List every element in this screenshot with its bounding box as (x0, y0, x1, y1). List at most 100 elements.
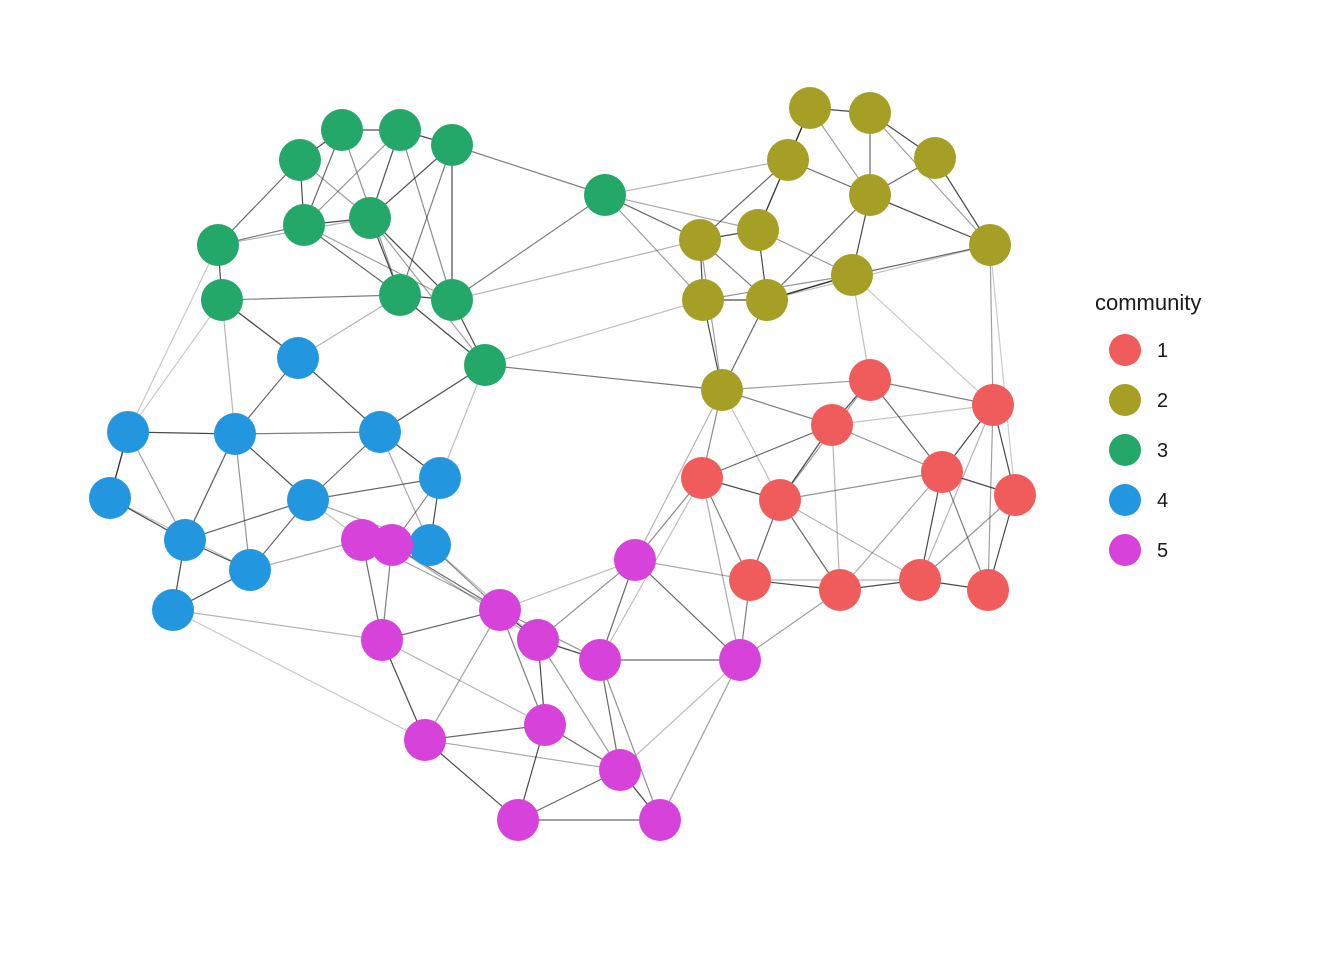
node (371, 524, 413, 566)
node (517, 619, 559, 661)
edge (832, 405, 993, 425)
node (969, 224, 1011, 266)
node (759, 479, 801, 521)
edge (173, 610, 382, 640)
node (921, 451, 963, 493)
edge (620, 660, 740, 770)
node (431, 279, 473, 321)
legend-swatch (1109, 434, 1141, 466)
legend-label: 4 (1157, 490, 1168, 512)
network-svg: community 1 2 3 4 5 (0, 0, 1344, 960)
node (497, 799, 539, 841)
edge (452, 145, 605, 195)
edges-layer (110, 108, 1015, 820)
node (614, 539, 656, 581)
node (831, 254, 873, 296)
node (789, 87, 831, 129)
edge (382, 640, 545, 725)
nodes-layer (89, 87, 1036, 841)
node (967, 569, 1009, 611)
node (849, 174, 891, 216)
edge (605, 195, 758, 230)
node (361, 619, 403, 661)
legend-label: 1 (1157, 340, 1168, 362)
node (729, 559, 771, 601)
node (639, 799, 681, 841)
edge (222, 295, 400, 300)
node (479, 589, 521, 631)
node (152, 589, 194, 631)
edge (600, 660, 660, 820)
node (579, 639, 621, 681)
node (89, 477, 131, 519)
node (201, 279, 243, 321)
node (464, 344, 506, 386)
node (359, 411, 401, 453)
node (972, 384, 1014, 426)
node (321, 109, 363, 151)
edge (722, 380, 870, 390)
edge (485, 365, 722, 390)
node (899, 559, 941, 601)
node (283, 204, 325, 246)
legend-title: community (1095, 290, 1201, 315)
node (277, 337, 319, 379)
edge (920, 405, 993, 580)
node (409, 524, 451, 566)
edge (485, 300, 703, 365)
legend-swatch (1109, 334, 1141, 366)
edge (128, 300, 222, 432)
legend-swatch (1109, 384, 1141, 416)
node (279, 139, 321, 181)
node (584, 174, 626, 216)
legend-label: 5 (1157, 540, 1168, 562)
node (737, 209, 779, 251)
edge (780, 500, 920, 580)
edge (832, 425, 840, 590)
node (679, 219, 721, 261)
legend-swatch (1109, 484, 1141, 516)
edge (425, 610, 500, 740)
edge (780, 472, 942, 500)
node (524, 704, 566, 746)
network-diagram: community 1 2 3 4 5 (0, 0, 1344, 960)
edge (128, 245, 218, 432)
node (431, 124, 473, 166)
edge (452, 240, 700, 300)
edge (990, 245, 1015, 495)
node (197, 224, 239, 266)
node (914, 137, 956, 179)
edge (870, 113, 990, 245)
node (719, 639, 761, 681)
node (419, 457, 461, 499)
node (349, 197, 391, 239)
node (229, 549, 271, 591)
node (681, 457, 723, 499)
node (287, 479, 329, 521)
edge (702, 425, 832, 478)
node (849, 92, 891, 134)
edge (500, 560, 635, 610)
edge (430, 545, 538, 640)
node (379, 274, 421, 316)
node (849, 359, 891, 401)
edge (235, 432, 380, 434)
node (819, 569, 861, 611)
edge (452, 195, 605, 300)
node (811, 404, 853, 446)
legend-swatch (1109, 534, 1141, 566)
edge (660, 660, 740, 820)
node (404, 719, 446, 761)
node (214, 413, 256, 455)
node (164, 519, 206, 561)
node (379, 109, 421, 151)
edge (605, 160, 788, 195)
node (767, 139, 809, 181)
node (701, 369, 743, 411)
node (746, 279, 788, 321)
legend-label: 3 (1157, 440, 1168, 462)
node (994, 474, 1036, 516)
legend-label: 2 (1157, 390, 1168, 412)
edge (767, 245, 990, 300)
edge (988, 405, 993, 590)
